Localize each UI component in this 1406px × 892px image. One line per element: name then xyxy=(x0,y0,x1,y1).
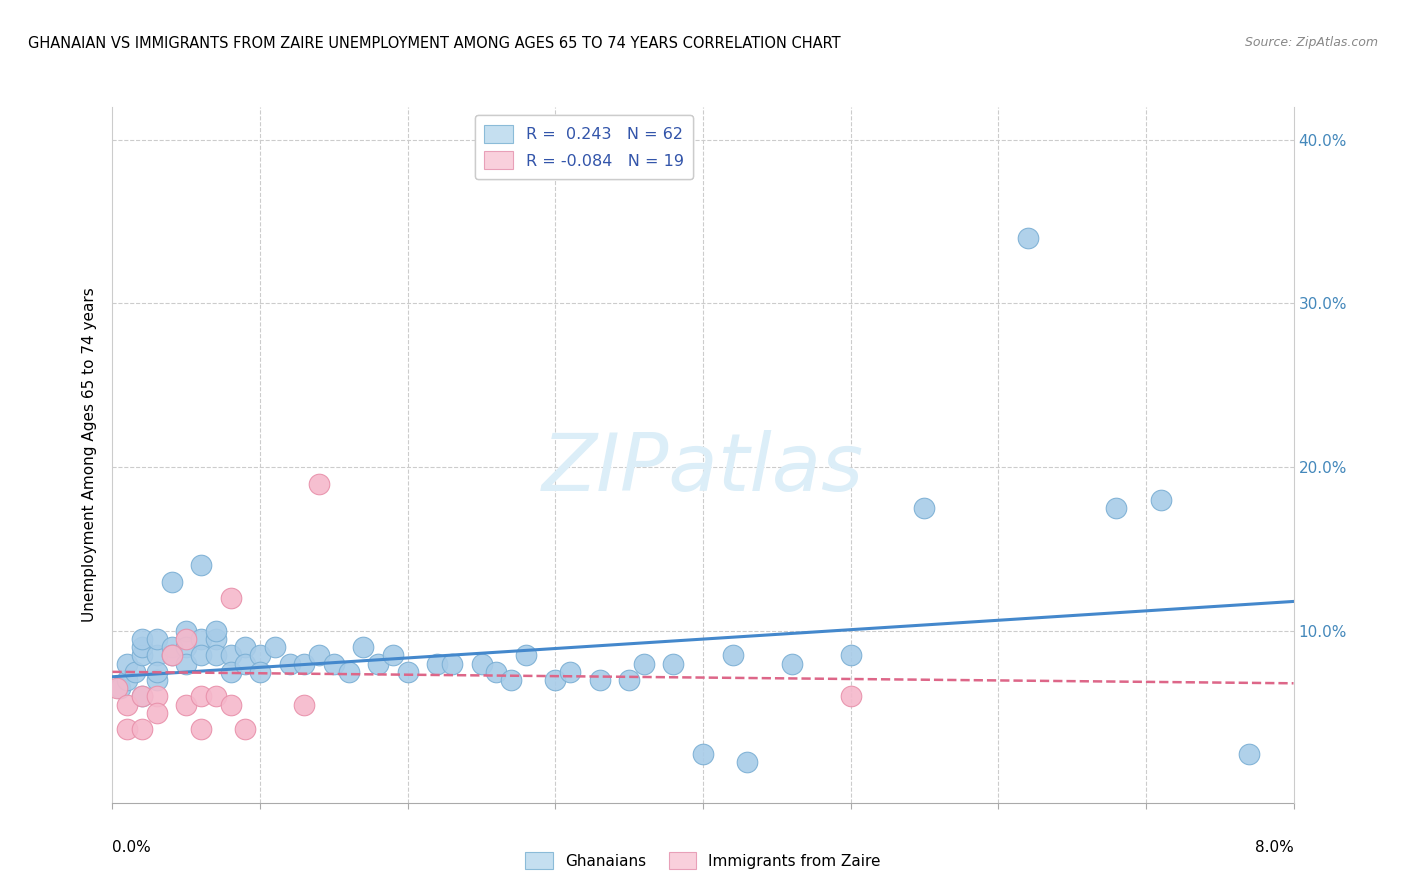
Point xyxy=(146,648,169,663)
Point xyxy=(190,690,212,704)
Text: GHANAIAN VS IMMIGRANTS FROM ZAIRE UNEMPLOYMENT AMONG AGES 65 TO 74 YEARS CORRELA: GHANAIAN VS IMMIGRANTS FROM ZAIRE UNEMPL… xyxy=(28,36,841,51)
Point xyxy=(233,657,256,671)
Point xyxy=(124,665,146,679)
Point xyxy=(323,657,346,671)
Point xyxy=(219,648,242,663)
Point xyxy=(174,640,197,655)
Point xyxy=(205,690,228,704)
Point xyxy=(485,665,508,679)
Point xyxy=(839,690,862,704)
Point xyxy=(146,632,169,646)
Point xyxy=(352,640,374,655)
Point xyxy=(308,648,330,663)
Point xyxy=(131,648,153,663)
Point xyxy=(108,681,131,696)
Point xyxy=(1017,231,1039,245)
Point xyxy=(117,722,138,736)
Point xyxy=(278,657,301,671)
Point xyxy=(219,591,242,606)
Point xyxy=(1105,501,1128,516)
Legend: R =  0.243   N = 62, R = -0.084   N = 19: R = 0.243 N = 62, R = -0.084 N = 19 xyxy=(475,115,693,179)
Point xyxy=(160,648,183,663)
Point xyxy=(105,681,128,696)
Point xyxy=(501,673,523,687)
Point xyxy=(308,476,330,491)
Point xyxy=(780,657,803,671)
Legend: Ghanaians, Immigrants from Zaire: Ghanaians, Immigrants from Zaire xyxy=(519,846,887,875)
Point xyxy=(131,632,153,646)
Point xyxy=(131,722,153,736)
Point xyxy=(174,632,197,646)
Point xyxy=(544,673,567,687)
Point xyxy=(367,657,389,671)
Text: Source: ZipAtlas.com: Source: ZipAtlas.com xyxy=(1244,36,1378,49)
Y-axis label: Unemployment Among Ages 65 to 74 years: Unemployment Among Ages 65 to 74 years xyxy=(82,287,97,623)
Point xyxy=(839,648,862,663)
Point xyxy=(160,640,183,655)
Point xyxy=(619,673,641,687)
Point xyxy=(174,624,197,638)
Point xyxy=(515,648,537,663)
Point xyxy=(131,640,153,655)
Point xyxy=(219,665,242,679)
Point xyxy=(146,706,169,720)
Point xyxy=(662,657,685,671)
Text: 0.0%: 0.0% xyxy=(112,840,152,855)
Point xyxy=(160,648,183,663)
Point xyxy=(396,665,419,679)
Point xyxy=(292,698,315,712)
Point xyxy=(233,640,256,655)
Text: 8.0%: 8.0% xyxy=(1254,840,1294,855)
Point xyxy=(190,632,212,646)
Point xyxy=(1239,747,1261,761)
Point xyxy=(160,574,183,589)
Point xyxy=(131,690,153,704)
Point xyxy=(471,657,494,671)
Point xyxy=(146,665,169,679)
Point xyxy=(146,690,169,704)
Point xyxy=(219,698,242,712)
Point xyxy=(737,755,759,769)
Point xyxy=(914,501,936,516)
Text: ZIPatlas: ZIPatlas xyxy=(541,430,865,508)
Point xyxy=(264,640,287,655)
Point xyxy=(174,698,197,712)
Point xyxy=(721,648,744,663)
Point xyxy=(382,648,405,663)
Point xyxy=(426,657,449,671)
Point xyxy=(337,665,360,679)
Point xyxy=(233,722,256,736)
Point xyxy=(1150,492,1173,507)
Point xyxy=(131,690,153,704)
Point xyxy=(441,657,464,671)
Point xyxy=(205,648,228,663)
Point xyxy=(588,673,610,687)
Point xyxy=(190,648,212,663)
Point xyxy=(205,624,228,638)
Point xyxy=(292,657,315,671)
Point xyxy=(117,673,138,687)
Point xyxy=(692,747,714,761)
Point xyxy=(117,657,138,671)
Point xyxy=(633,657,655,671)
Point xyxy=(190,558,212,573)
Point xyxy=(117,698,138,712)
Point xyxy=(174,657,197,671)
Point xyxy=(190,722,212,736)
Point xyxy=(249,648,271,663)
Point xyxy=(249,665,271,679)
Point xyxy=(205,632,228,646)
Point xyxy=(146,673,169,687)
Point xyxy=(560,665,582,679)
